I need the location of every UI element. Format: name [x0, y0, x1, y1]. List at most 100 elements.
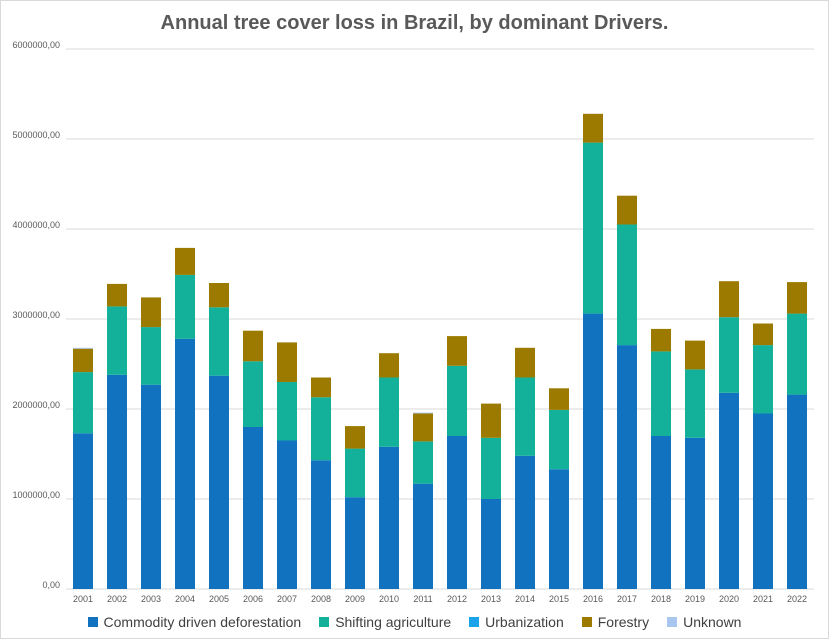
bar-segment	[549, 469, 569, 589]
x-tick-label: 2016	[583, 594, 603, 604]
bar-segment	[515, 377, 535, 456]
bar-segment	[209, 375, 229, 589]
bar-segment	[413, 412, 433, 414]
bar-segment	[243, 361, 263, 427]
bar-segment	[175, 247, 195, 275]
bar-segment	[583, 142, 603, 314]
bar-segment	[243, 330, 263, 362]
bar-segment	[447, 336, 467, 366]
bar-segment	[651, 351, 671, 436]
x-tick-label: 2022	[787, 594, 807, 604]
x-tick-label: 2013	[481, 594, 501, 604]
bar-segment	[311, 460, 331, 589]
y-axis: 0,00 1000000,00 2000000,00 3000000,00 400000…	[12, 40, 60, 590]
bar-segment	[107, 306, 127, 375]
x-tick-label: 2001	[73, 594, 93, 604]
bar-segment	[719, 281, 739, 318]
bar-segment	[481, 499, 501, 589]
legend-item: Commodity driven deforestation	[87, 614, 301, 630]
bar-segment	[515, 347, 535, 378]
x-tick-label: 2014	[515, 594, 535, 604]
x-tick-label: 2005	[209, 594, 229, 604]
bar-segment	[141, 327, 161, 385]
bar-segment	[719, 317, 739, 393]
bar-segment	[379, 446, 399, 589]
x-tick-label: 2015	[549, 594, 569, 604]
bar-segment	[481, 403, 501, 438]
x-tick-label: 2021	[753, 594, 773, 604]
bar-segment	[73, 372, 93, 434]
legend-label: Shifting agriculture	[335, 614, 452, 630]
bar-segment	[685, 340, 705, 370]
bar-segment	[787, 282, 807, 314]
bar-segment	[175, 274, 195, 339]
bar-segment	[243, 427, 263, 589]
bar-segment	[787, 394, 807, 589]
bar-segment	[277, 382, 297, 441]
bar-segment	[107, 374, 127, 589]
x-tick-label: 2010	[379, 594, 399, 604]
x-tick-label: 2019	[685, 594, 705, 604]
legend-label: Urbanization	[485, 614, 564, 630]
y-tick-label: 2000000,00	[12, 400, 60, 410]
bar-segment	[141, 384, 161, 589]
x-tick-label: 2011	[413, 594, 432, 604]
legend-swatch	[667, 617, 678, 627]
x-tick-label: 2007	[277, 594, 297, 604]
bar-segment	[175, 338, 195, 589]
bar-segment	[345, 497, 365, 589]
legend-swatch	[87, 617, 98, 627]
bar-segment	[583, 113, 603, 143]
y-tick-label: 5000000,00	[12, 130, 60, 140]
bar-segment	[345, 426, 365, 449]
y-tick-label: 6000000,00	[12, 40, 60, 50]
legend-swatch	[581, 617, 592, 627]
bar-segment	[753, 345, 773, 414]
bar-segment	[311, 377, 331, 398]
bar-segment	[549, 388, 569, 410]
legend-item: Shifting agriculture	[319, 614, 451, 630]
x-tick-label: 2018	[651, 594, 671, 604]
bar-segment	[617, 224, 637, 346]
bar-segment	[787, 313, 807, 395]
x-tick-label: 2006	[243, 594, 263, 604]
bar-segment	[413, 413, 433, 442]
legend: Commodity driven deforestation Shifting a…	[0, 614, 829, 630]
y-tick-label: 3000000,00	[12, 310, 60, 320]
bar-segment	[515, 455, 535, 589]
x-tick-label: 2012	[447, 594, 467, 604]
x-tick-label: 2003	[141, 594, 161, 604]
bar-segment	[447, 365, 467, 436]
legend-label: Unknown	[683, 614, 742, 630]
chart-title: Annual tree cover loss in Brazil, by dom…	[160, 12, 669, 34]
legend-label: Forestry	[597, 614, 650, 630]
x-tick-label: 2008	[311, 594, 331, 604]
bar-segment	[73, 347, 93, 349]
bar-segment	[481, 437, 501, 499]
legend-swatch	[469, 617, 480, 627]
bar-segment	[753, 413, 773, 589]
x-tick-label: 2004	[175, 594, 195, 604]
bar-segment	[651, 328, 671, 352]
legend-item: Unknown	[667, 614, 741, 630]
bars	[73, 113, 807, 589]
bar-segment	[413, 483, 433, 589]
bar-segment	[141, 297, 161, 328]
bar-segment	[753, 323, 773, 346]
bar-segment	[651, 436, 671, 589]
bar-segment	[209, 307, 229, 376]
bar-segment	[73, 348, 93, 373]
bar-segment	[583, 313, 603, 589]
bar-segment	[719, 392, 739, 589]
bar-segment	[549, 409, 569, 470]
bar-segment	[447, 436, 467, 589]
y-tick-label: 0,00	[42, 580, 60, 590]
x-tick-label: 2020	[719, 594, 739, 604]
bar-segment	[617, 345, 637, 589]
x-tick-label: 2017	[617, 594, 637, 604]
x-tick-label: 2002	[107, 594, 127, 604]
bar-segment	[209, 283, 229, 308]
x-axis: 2001 2002 2003 2004 2005 2006 2007 2008 2009 2010…	[73, 594, 807, 604]
bar-segment	[685, 437, 705, 589]
